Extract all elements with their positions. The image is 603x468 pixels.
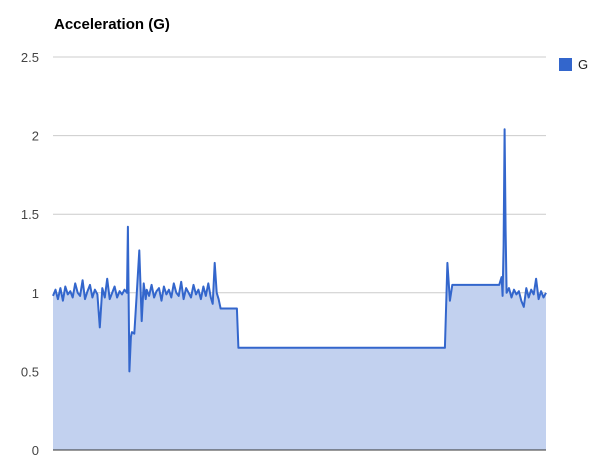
y-tick-label: 2.5	[21, 50, 39, 65]
y-axis-ticks: 0 0.5 1 1.5 2 2.5	[21, 50, 39, 458]
series-layer	[53, 129, 546, 450]
y-tick-label: 1.5	[21, 207, 39, 222]
y-tick-label: 0.5	[21, 364, 39, 379]
y-tick-label: 2	[32, 129, 39, 144]
legend-swatch	[559, 58, 572, 71]
legend-label: G	[578, 57, 588, 72]
y-tick-label: 1	[32, 286, 39, 301]
legend: G	[559, 57, 588, 72]
y-tick-label: 0	[32, 443, 39, 458]
